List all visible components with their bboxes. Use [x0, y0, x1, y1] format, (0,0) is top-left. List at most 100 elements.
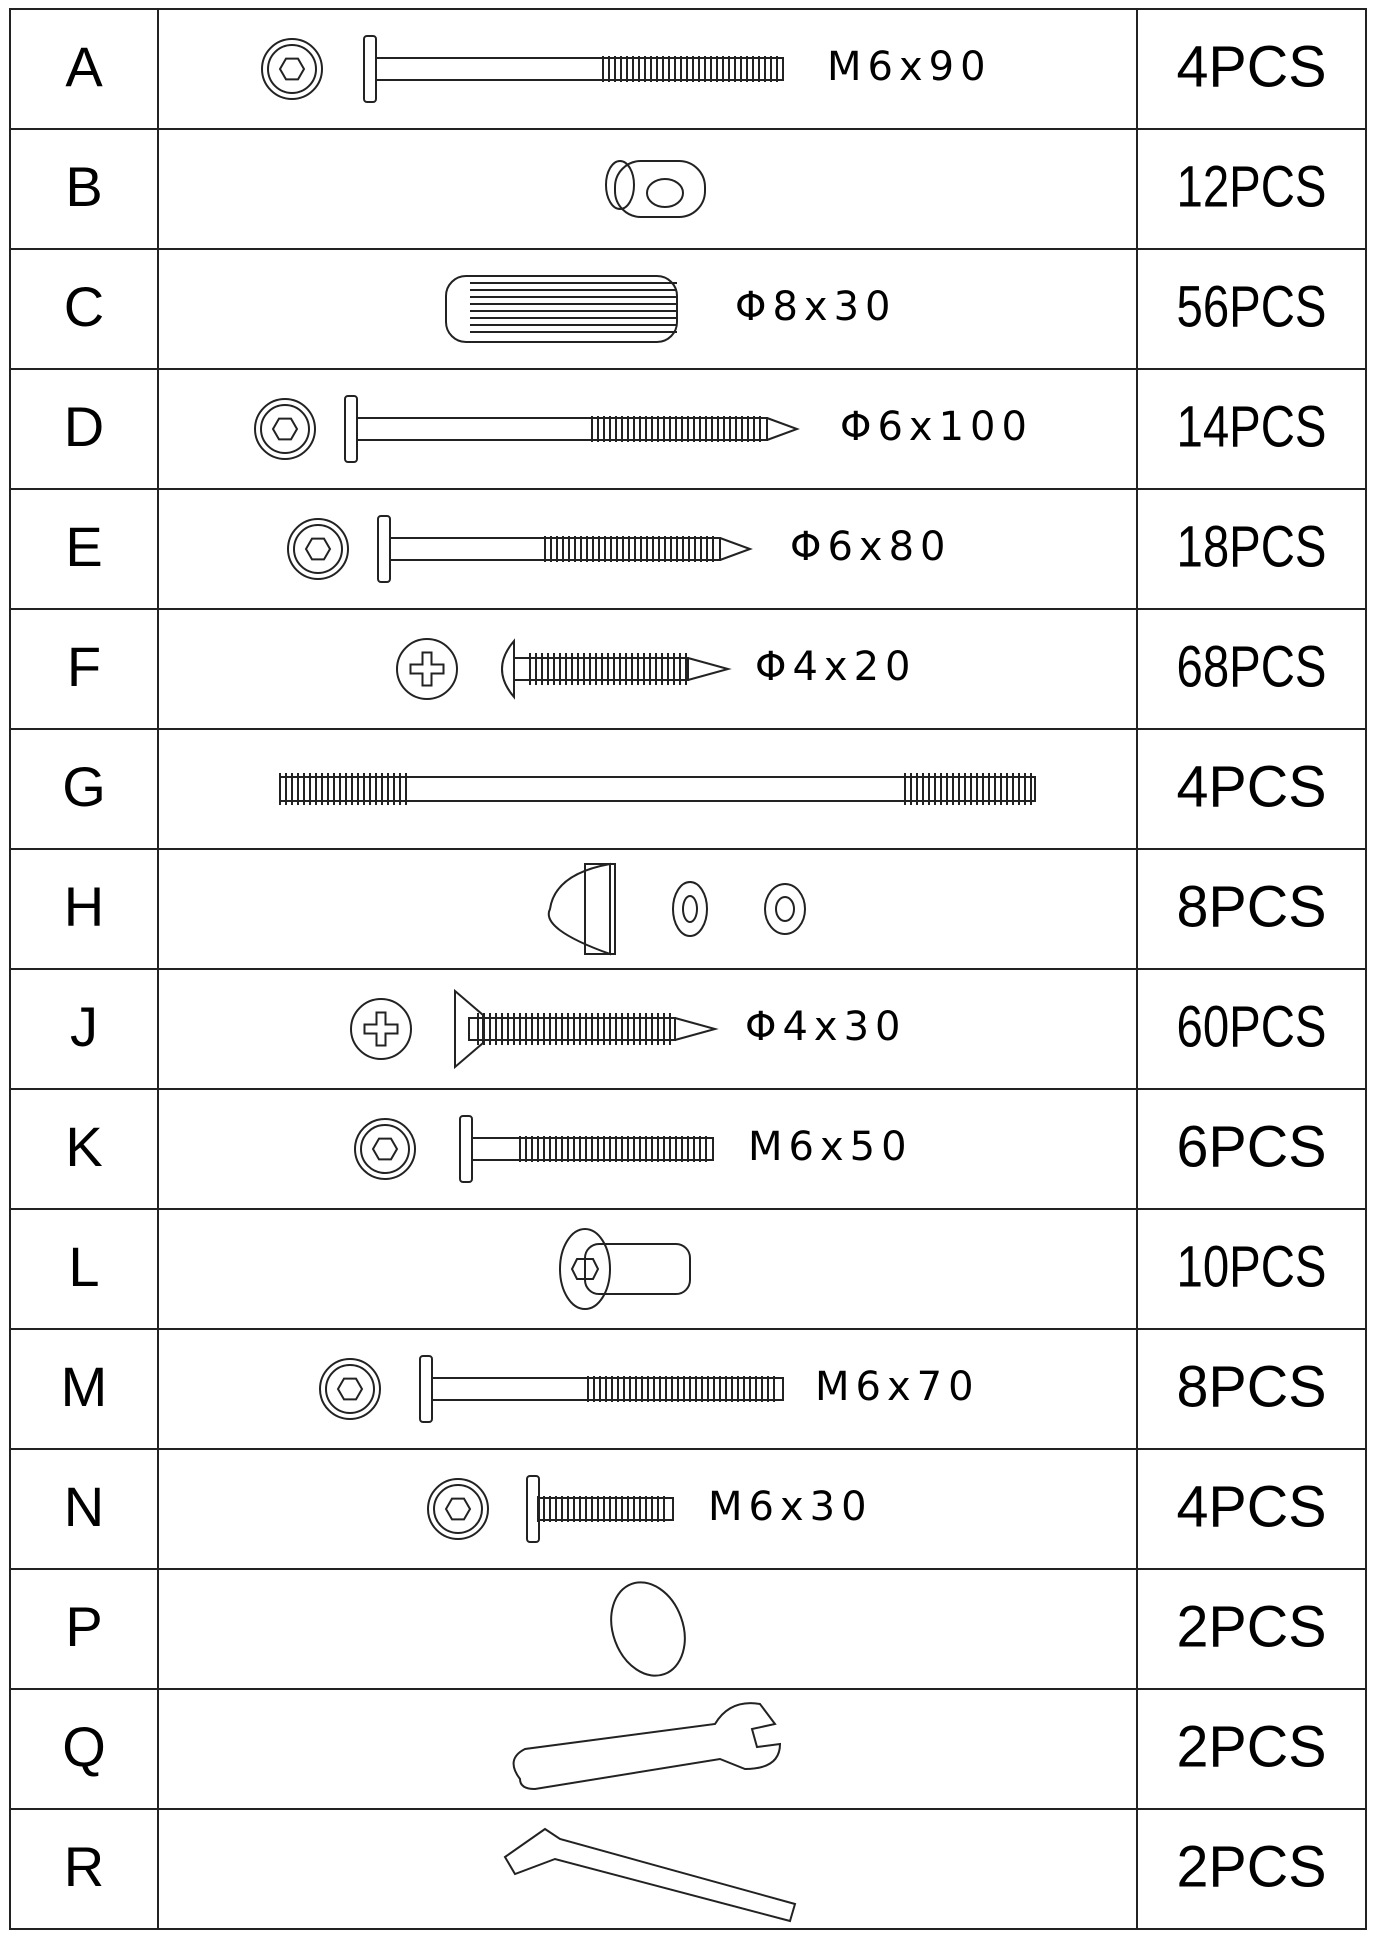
tip — [719, 537, 753, 561]
tip — [766, 417, 800, 441]
part-qty: 18PCS — [1177, 514, 1327, 579]
part-letter: F — [67, 635, 101, 698]
part-spec: Φ6x80 — [790, 524, 952, 570]
dowel — [445, 275, 678, 343]
part-icon — [503, 1827, 797, 1923]
part-letter: B — [65, 155, 102, 218]
cap — [610, 1581, 686, 1677]
part-qty: 12PCS — [1177, 154, 1327, 219]
part-icon — [279, 773, 1036, 805]
head — [360, 1124, 410, 1174]
head — [433, 1484, 483, 1534]
part-icon — [287, 515, 753, 583]
part-qty: 2PCS — [1177, 1714, 1327, 1779]
part-qty: 2PCS — [1177, 1594, 1327, 1659]
head — [287, 518, 349, 580]
head — [319, 1358, 381, 1420]
shank — [389, 537, 721, 561]
part-letter: L — [68, 1235, 99, 1298]
part-qty: 4PCS — [1177, 754, 1327, 819]
head — [267, 44, 317, 94]
part-qty: 56PCS — [1177, 274, 1327, 339]
tip — [674, 1017, 719, 1041]
part-icon — [350, 988, 719, 1070]
part-icon — [354, 1115, 714, 1183]
cross — [363, 1011, 399, 1047]
sleeve — [584, 1243, 691, 1295]
bolt-head — [363, 35, 377, 103]
head — [427, 1478, 489, 1540]
part-letter: E — [65, 515, 102, 578]
part-icon — [396, 638, 732, 700]
part-icon — [254, 395, 800, 463]
head — [261, 38, 323, 100]
part-icon — [547, 862, 806, 956]
part-icon — [427, 1475, 674, 1543]
flange — [559, 1228, 611, 1310]
part-icon — [261, 35, 784, 103]
dome — [547, 862, 611, 956]
washer — [672, 881, 708, 937]
part-qty: 8PCS — [1177, 1354, 1327, 1419]
part-qty: 4PCS — [1177, 34, 1327, 99]
part-letter: N — [64, 1475, 104, 1538]
head — [260, 404, 310, 454]
part-qty: 6PCS — [1177, 1114, 1327, 1179]
part-letter: D — [64, 395, 104, 458]
part-icon — [445, 275, 678, 343]
part-letter: A — [65, 35, 103, 98]
slot — [605, 160, 635, 210]
part-letter: C — [64, 275, 104, 338]
part-letter: G — [62, 755, 106, 818]
hex-key — [503, 1827, 797, 1923]
part-spec: Φ8x30 — [735, 284, 897, 330]
part-icon — [512, 1702, 782, 1791]
part-qty: 60PCS — [1177, 994, 1327, 1059]
head — [325, 1364, 375, 1414]
bolt-head — [459, 1115, 473, 1183]
cross — [409, 651, 445, 687]
part-letter: J — [70, 995, 98, 1058]
part-spec: Φ4x20 — [755, 644, 917, 690]
part-qty: 68PCS — [1177, 634, 1327, 699]
washer-hole — [682, 895, 698, 923]
shank — [375, 57, 784, 81]
part-icon — [605, 160, 706, 218]
part-qty: 2PCS — [1177, 1834, 1327, 1899]
part-spec: M6x50 — [748, 1124, 913, 1170]
wrench — [512, 1702, 782, 1791]
hex — [371, 1137, 399, 1161]
part-letter: P — [65, 1595, 102, 1658]
head — [350, 998, 412, 1060]
block — [584, 863, 616, 955]
part-letter: K — [65, 1115, 102, 1178]
part-letter: Q — [62, 1715, 106, 1778]
part-spec: Φ4x30 — [745, 1004, 907, 1050]
hex — [444, 1497, 472, 1521]
part-letter: R — [64, 1835, 104, 1898]
part-icon — [559, 1228, 691, 1310]
nut — [764, 883, 806, 935]
nut-hole — [775, 896, 795, 922]
shank — [431, 1377, 784, 1401]
head — [501, 638, 515, 700]
hole — [646, 178, 684, 208]
bolt-head — [377, 515, 391, 583]
barrel — [614, 160, 706, 218]
part-spec: Φ6x100 — [840, 404, 1033, 450]
hex — [304, 537, 332, 561]
part-icon — [610, 1581, 686, 1677]
bolt-head — [419, 1355, 433, 1423]
hex — [570, 1258, 600, 1280]
part-icon — [319, 1355, 784, 1423]
part-qty: 8PCS — [1177, 874, 1327, 939]
head — [396, 638, 458, 700]
hex — [278, 57, 306, 81]
part-qty: 14PCS — [1177, 394, 1327, 459]
tip — [687, 657, 732, 681]
bolt-head — [344, 395, 358, 463]
shank — [356, 417, 768, 441]
hex — [271, 417, 299, 441]
head — [354, 1118, 416, 1180]
